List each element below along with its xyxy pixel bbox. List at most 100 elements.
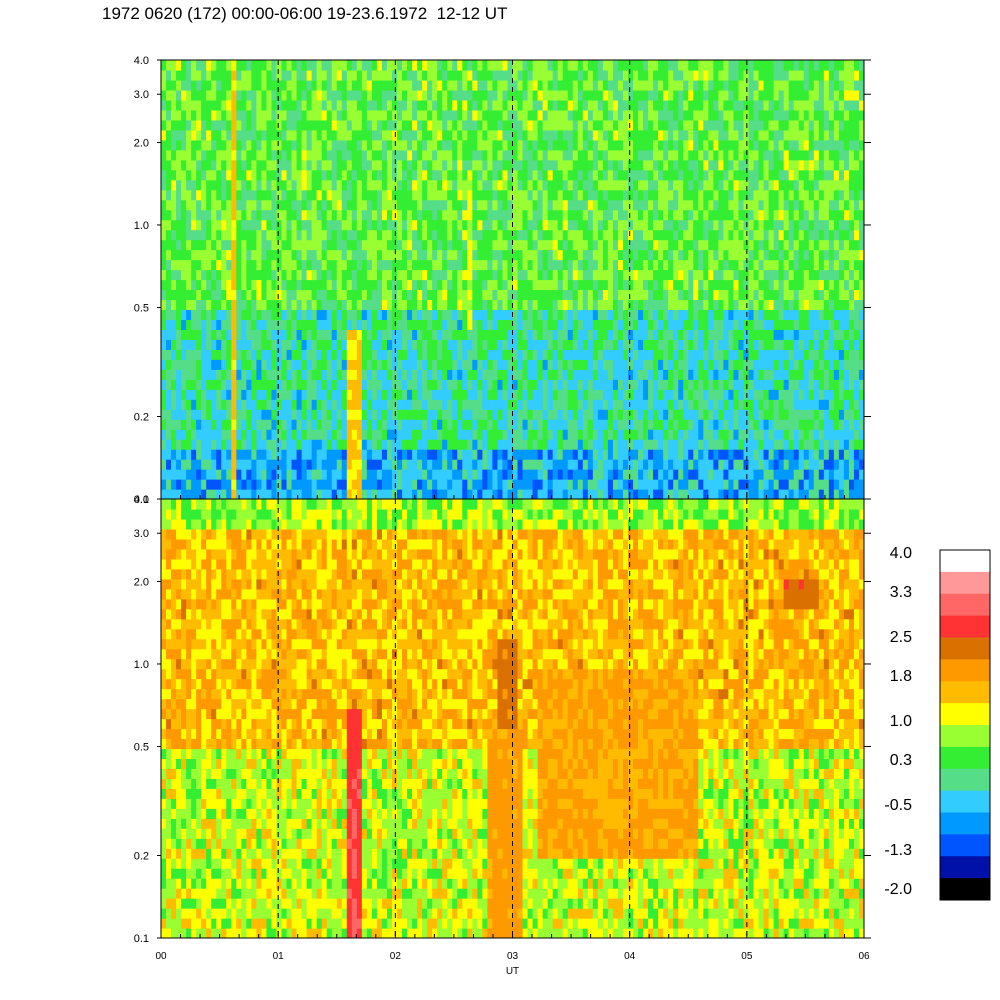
- spectrogram-cell: [517, 119, 524, 131]
- spectrogram-cell: [281, 169, 288, 181]
- spectrogram-cell: [602, 449, 609, 460]
- spectrogram-cell: [442, 389, 448, 400]
- spectrogram-cell: [577, 379, 584, 390]
- spectrogram-cell: [597, 309, 604, 321]
- spectrogram-cell: [301, 199, 308, 211]
- spectrogram-cell: [622, 149, 629, 161]
- spectrogram-cell: [166, 299, 172, 311]
- spectrogram-cell: [582, 119, 589, 131]
- spectrogram-cell: [251, 159, 258, 171]
- spectrogram-cell: [492, 289, 499, 301]
- spectrogram-cell: [718, 429, 724, 440]
- spectrogram-cell: [432, 179, 438, 191]
- spectrogram-cell: [587, 409, 594, 420]
- spectrogram-cell: [271, 349, 278, 360]
- spectrogram-cell: [587, 139, 594, 151]
- spectrogram-cell: [171, 179, 177, 191]
- spectrogram-cell: [166, 149, 172, 161]
- spectrogram-cell: [567, 419, 574, 430]
- spectrogram-cell: [321, 239, 328, 251]
- spectrogram-cell: [577, 469, 584, 480]
- spectrogram-cell: [351, 209, 358, 221]
- spectrogram-cell: [703, 79, 709, 91]
- spectrogram-cell: [231, 369, 237, 380]
- spectrogram-cell: [316, 369, 323, 380]
- spectrogram-cell: [261, 249, 268, 261]
- spectrogram-cell: [678, 60, 684, 71]
- spectrogram-cell: [241, 369, 247, 380]
- spectrogram-cell: [607, 229, 614, 241]
- spectrogram-cell: [472, 199, 478, 211]
- spectrogram-cell: [658, 109, 664, 121]
- spectrogram-cell: [407, 399, 413, 410]
- spectrogram-cell: [271, 429, 278, 440]
- spectrogram-cell: [402, 229, 408, 241]
- spectrogram-cell: [467, 329, 473, 340]
- spectrogram-cell: [291, 209, 298, 221]
- spectrogram-cell: [346, 359, 353, 370]
- spectrogram-cell: [723, 419, 730, 430]
- spectrogram-cell: [467, 429, 473, 440]
- spectrogram-cell: [602, 369, 609, 380]
- spectrogram-cell: [452, 109, 458, 121]
- spectrogram-cell: [432, 149, 438, 161]
- spectrogram-cell: [482, 269, 488, 281]
- spectrogram-cell: [462, 319, 468, 330]
- spectrogram-cell: [231, 359, 237, 370]
- spectrogram-cell: [316, 269, 323, 281]
- spectrogram-cell: [638, 289, 644, 301]
- spectrogram-cell: [698, 439, 704, 450]
- spectrogram-cell: [417, 259, 423, 271]
- spectrogram-cell: [577, 89, 584, 101]
- spectrogram-cell: [467, 269, 473, 281]
- spectrogram-cell: [201, 89, 207, 101]
- spectrogram-cell: [482, 479, 488, 490]
- spectrogram-cell: [161, 189, 167, 201]
- spectrogram-cell: [412, 299, 418, 311]
- spectrogram-cell: [517, 299, 524, 311]
- spectrogram-cell: [668, 169, 674, 181]
- spectrogram-cell: [206, 479, 212, 490]
- spectrogram-cell: [713, 169, 719, 181]
- spectrogram-cell: [176, 69, 182, 81]
- spectrogram-cell: [226, 419, 232, 430]
- spectrogram-cell: [668, 369, 674, 380]
- spectrogram-cell: [211, 229, 217, 241]
- spectrogram-cell: [261, 299, 268, 311]
- spectrogram-cell: [582, 239, 589, 251]
- spectrogram-cell: [638, 149, 644, 161]
- spectrogram-cell: [658, 249, 664, 261]
- spectrogram-cell: [547, 139, 554, 151]
- spectrogram-cell: [361, 339, 368, 350]
- spectrogram-cell: [356, 429, 363, 440]
- spectrogram-cell: [617, 129, 624, 141]
- spectrogram-cell: [567, 279, 574, 291]
- spectrogram-cell: [427, 239, 433, 251]
- spectrogram-cell: [346, 379, 353, 390]
- spectrogram-cell: [236, 159, 242, 171]
- spectrogram-cell: [643, 119, 649, 131]
- spectrogram-cell: [311, 99, 318, 111]
- spectrogram-cell: [643, 169, 649, 181]
- spectrogram-cell: [391, 469, 398, 480]
- spectrogram-cell: [266, 179, 273, 191]
- spectrogram-cell: [648, 149, 654, 161]
- spectrogram-cell: [718, 139, 724, 151]
- spectrogram-cell: [276, 439, 283, 450]
- spectrogram-cell: [281, 199, 288, 211]
- spectrogram-cell: [487, 299, 494, 311]
- spectrogram-cell: [176, 239, 182, 251]
- spectrogram-cell: [422, 89, 428, 101]
- spectrogram-cell: [437, 79, 443, 91]
- spectrogram-cell: [211, 449, 217, 460]
- spectrogram-cell: [617, 339, 624, 350]
- spectrogram-cell: [653, 309, 659, 321]
- spectrogram-cell: [703, 439, 709, 450]
- spectrogram-cell: [196, 189, 202, 201]
- spectrogram-cell: [693, 149, 699, 161]
- spectrogram-cell: [557, 189, 564, 201]
- spectrogram-cell: [683, 119, 689, 131]
- spectrogram-cell: [341, 349, 348, 360]
- spectrogram-cell: [346, 269, 353, 281]
- spectrogram-cell: [306, 189, 313, 201]
